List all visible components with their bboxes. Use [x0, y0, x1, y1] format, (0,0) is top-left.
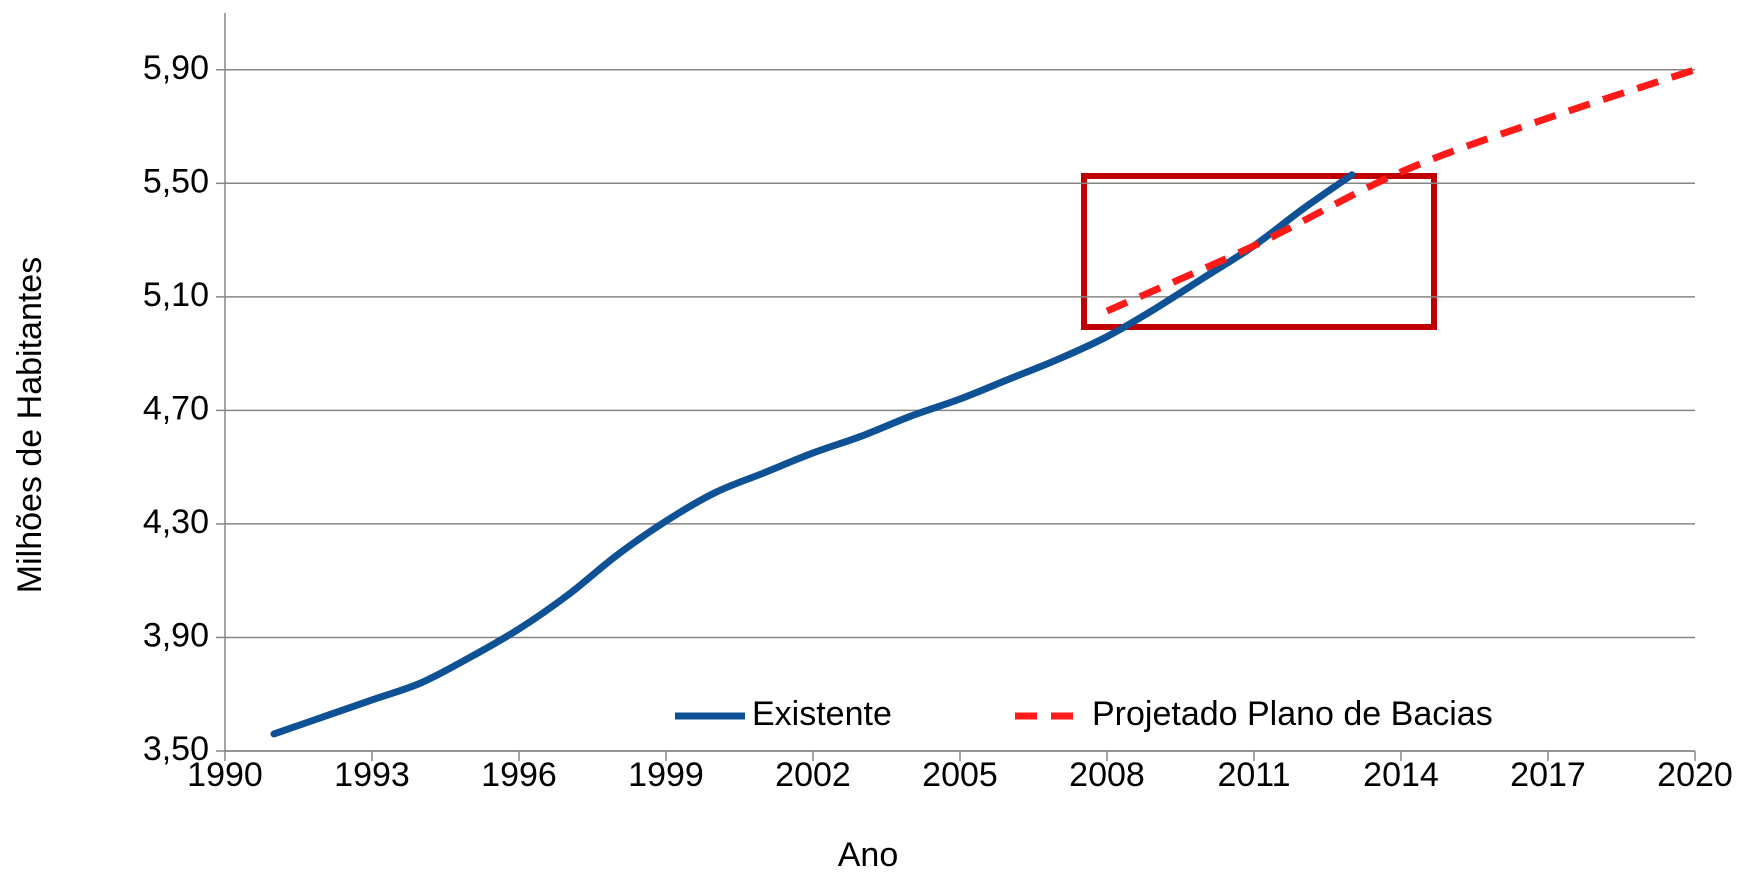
legend-label: Existente — [752, 695, 892, 733]
x-tick-label: 2017 — [1510, 756, 1586, 794]
y-axis-label: Milhões de Habitantes — [11, 257, 49, 593]
y-tick-label: 5,50 — [143, 162, 209, 200]
highlight-box — [1081, 173, 1437, 330]
series-line — [1105, 66, 1697, 315]
x-tick-label: 2008 — [1069, 756, 1145, 794]
y-tick-label: 5,90 — [143, 49, 209, 87]
x-tick-label: 2011 — [1217, 756, 1290, 794]
legend-label: Projetado Plano de Bacias — [1092, 695, 1493, 733]
x-tick-label: 1993 — [334, 756, 410, 794]
x-tick-label: 2005 — [922, 756, 998, 794]
x-axis-label: Ano — [838, 836, 899, 874]
x-tick-label: 2002 — [775, 756, 851, 794]
y-tick-label: 4,70 — [143, 389, 209, 427]
y-tick-label: 4,30 — [143, 503, 209, 541]
x-tick-label: 2014 — [1363, 756, 1439, 794]
x-tick-label: 1990 — [187, 756, 263, 794]
y-tick-label: 3,90 — [143, 616, 209, 654]
x-tick-label: 1996 — [481, 756, 557, 794]
x-tick-label: 2020 — [1657, 756, 1733, 794]
series-line — [270, 171, 1356, 738]
y-tick-label: 3,50 — [143, 730, 209, 768]
x-tick-label: 1999 — [628, 756, 704, 794]
y-tick-label: 5,10 — [143, 276, 209, 314]
